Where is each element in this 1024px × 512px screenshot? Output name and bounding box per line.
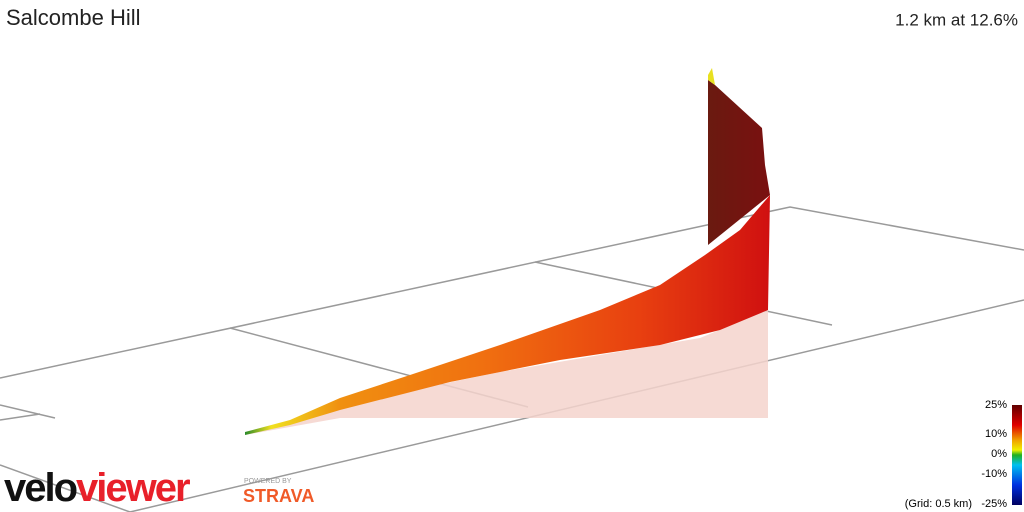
legend-label: -10% [981,468,1007,480]
grid [0,206,1024,512]
logo-part: velo [4,466,77,510]
legend-label: 10% [985,428,1007,440]
legend-scale [1012,405,1022,505]
legend-label: 0% [991,448,1007,460]
title: Salcombe Hill [6,5,141,30]
profile-back-wall [708,80,770,245]
profile-top [708,68,715,85]
partner-logo: STRAVA [243,486,314,506]
logo: veloviewer [4,466,190,510]
powered-by: POWERED BY [244,478,292,485]
summary: 1.2 km at 12.6% [895,10,1018,29]
grid-note: (Grid: 0.5 km) [905,498,972,510]
legend-label: -25% [981,498,1007,510]
profile-shadow [245,310,768,435]
logo-part: viewer [76,466,190,510]
profile-wall [245,195,770,435]
legend-label: 25% [985,399,1007,411]
